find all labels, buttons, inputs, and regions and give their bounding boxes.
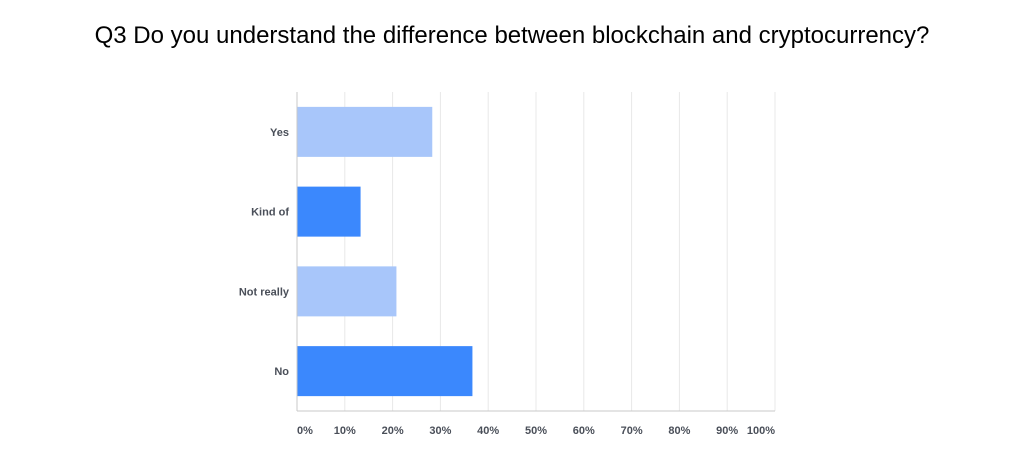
- labels: 0% 10% 20% 30% 40% 50% 60% 70% 80% 90% 100% Yes Kind…: [239, 127, 775, 437]
- bar: [297, 346, 473, 397]
- x-tick-label: 50%: [525, 425, 547, 437]
- x-tick-label: 80%: [668, 425, 690, 437]
- category-label: No: [274, 366, 289, 378]
- category-label: Not really: [239, 286, 290, 298]
- x-tick-label: 60%: [573, 425, 595, 437]
- bars: [297, 106, 473, 397]
- x-tick-label: 90%: [716, 425, 738, 437]
- bar: [297, 266, 397, 317]
- x-tick-label: 30%: [429, 425, 451, 437]
- x-tick-label: 100%: [747, 425, 775, 437]
- chart-title: Q3 Do you understand the difference betw…: [94, 22, 930, 49]
- category-label: Yes: [270, 127, 289, 139]
- x-tick-label: 0%: [297, 425, 313, 437]
- bar: [297, 106, 433, 157]
- x-tick-label: 20%: [382, 425, 404, 437]
- bar: [297, 186, 361, 237]
- x-tick-label: 70%: [621, 425, 643, 437]
- grid-lines: [344, 92, 776, 411]
- x-tick-label: 10%: [334, 425, 356, 437]
- x-tick-label: 40%: [477, 425, 499, 437]
- axes: [296, 92, 775, 412]
- category-label: Kind of: [251, 207, 289, 219]
